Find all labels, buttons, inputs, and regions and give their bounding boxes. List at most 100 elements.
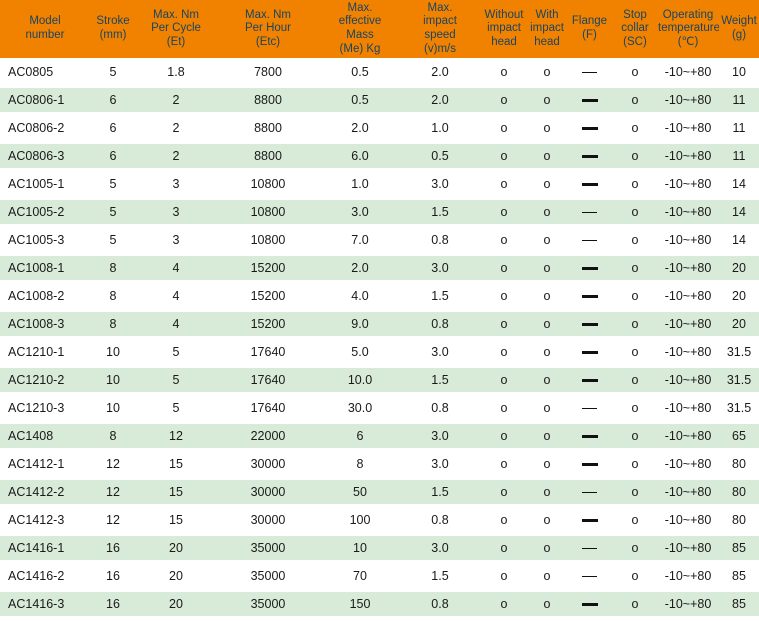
cell-stroke: 6 [90,114,136,142]
cell-stop_collar: o [613,170,657,198]
cell-speed: 3.0 [400,534,480,562]
cell-mass: 7.0 [320,226,400,254]
table-row: AC0806-1 6 2 8800 0.5 2.0 o o o -10~+80 11 [0,86,759,114]
table-header: Model number Stroke (mm) Max. Nm Per Cycle… [0,0,759,58]
cell-with_head: o [528,198,566,226]
cell-weight: 11 [719,114,759,142]
cell-with_head: o [528,254,566,282]
cell-mass: 5.0 [320,338,400,366]
cell-speed: 0.8 [400,506,480,534]
cell-temperature: -10~+80 [657,170,719,198]
cell-stroke: 6 [90,86,136,114]
cell-model: AC1416-3 [0,590,90,618]
cell-stroke: 5 [90,226,136,254]
cell-mass: 4.0 [320,282,400,310]
cell-flange [566,114,613,142]
cell-mass: 2.0 [320,114,400,142]
table-body: AC0805 5 1.8 7800 0.5 2.0 o o o -10~+80 10 AC0806-1… [0,58,759,618]
cell-nm_per_cycle: 5 [136,366,216,394]
flange-dash-icon [582,548,597,550]
cell-with_head: o [528,450,566,478]
cell-stop_collar: o [613,338,657,366]
cell-model: AC1005-2 [0,198,90,226]
cell-without_head: o [480,142,528,170]
cell-flange [566,506,613,534]
cell-nm_per_hour: 10800 [216,198,320,226]
cell-without_head: o [480,590,528,618]
cell-mass: 30.0 [320,394,400,422]
table-row: AC1416-2 16 20 35000 70 1.5 o o o -10~+80 85 [0,562,759,590]
cell-flange [566,338,613,366]
cell-with_head: o [528,170,566,198]
cell-weight: 80 [719,450,759,478]
cell-nm_per_cycle: 3 [136,198,216,226]
flange-dash-icon [582,72,597,74]
cell-nm_per_hour: 17640 [216,338,320,366]
cell-speed: 1.5 [400,198,480,226]
cell-mass: 70 [320,562,400,590]
cell-stop_collar: o [613,534,657,562]
cell-weight: 85 [719,562,759,590]
cell-flange [566,478,613,506]
cell-temperature: -10~+80 [657,394,719,422]
cell-nm_per_hour: 10800 [216,226,320,254]
cell-model: AC1416-2 [0,562,90,590]
cell-nm_per_cycle: 3 [136,226,216,254]
cell-speed: 3.0 [400,254,480,282]
cell-without_head: o [480,366,528,394]
cell-weight: 31.5 [719,394,759,422]
cell-without_head: o [480,394,528,422]
cell-model: AC1416-1 [0,534,90,562]
cell-nm_per_cycle: 2 [136,142,216,170]
cell-weight: 20 [719,282,759,310]
cell-with_head: o [528,478,566,506]
column-header-nm_per_hour: Max. Nm Per Hour (Etc) [216,0,320,58]
cell-weight: 14 [719,198,759,226]
flange-dash-icon [582,492,597,494]
header-row: Model number Stroke (mm) Max. Nm Per Cycle… [0,0,759,58]
cell-stop_collar: o [613,198,657,226]
cell-stroke: 10 [90,338,136,366]
cell-temperature: -10~+80 [657,254,719,282]
cell-nm_per_cycle: 20 [136,590,216,618]
cell-weight: 20 [719,310,759,338]
cell-stop_collar: o [613,114,657,142]
cell-temperature: -10~+80 [657,590,719,618]
table-row: AC1412-3 12 15 30000 100 0.8 o o o -10~+80 80 [0,506,759,534]
cell-model: AC1412-2 [0,478,90,506]
table-row: AC0806-3 6 2 8800 6.0 0.5 o o o -10~+80 11 [0,142,759,170]
column-header-speed: Max. impact speed (v)m/s [400,0,480,58]
cell-nm_per_cycle: 12 [136,422,216,450]
flange-dash-icon [581,519,598,523]
cell-with_head: o [528,226,566,254]
cell-nm_per_hour: 7800 [216,58,320,86]
cell-stop_collar: o [613,478,657,506]
cell-flange [566,422,613,450]
cell-temperature: -10~+80 [657,310,719,338]
cell-nm_per_cycle: 5 [136,338,216,366]
cell-speed: 2.0 [400,86,480,114]
cell-temperature: -10~+80 [657,114,719,142]
cell-speed: 0.8 [400,590,480,618]
cell-nm_per_cycle: 5 [136,394,216,422]
cell-model: AC0805 [0,58,90,86]
cell-mass: 6 [320,422,400,450]
column-header-flange: Flange (F) [566,0,613,58]
cell-nm_per_hour: 30000 [216,506,320,534]
cell-flange [566,590,613,618]
cell-model: AC1008-1 [0,254,90,282]
cell-weight: 31.5 [719,338,759,366]
cell-without_head: o [480,198,528,226]
cell-stop_collar: o [613,450,657,478]
cell-nm_per_hour: 17640 [216,394,320,422]
cell-weight: 85 [719,590,759,618]
cell-nm_per_hour: 15200 [216,310,320,338]
flange-dash-icon [581,295,598,299]
cell-stroke: 10 [90,394,136,422]
flange-dash-icon [581,183,598,187]
cell-model: AC1210-3 [0,394,90,422]
table-row: AC1210-2 10 5 17640 10.0 1.5 o o o -10~+80 31.5 [0,366,759,394]
cell-flange [566,58,613,86]
cell-stroke: 8 [90,422,136,450]
flange-dash-icon [581,351,598,355]
